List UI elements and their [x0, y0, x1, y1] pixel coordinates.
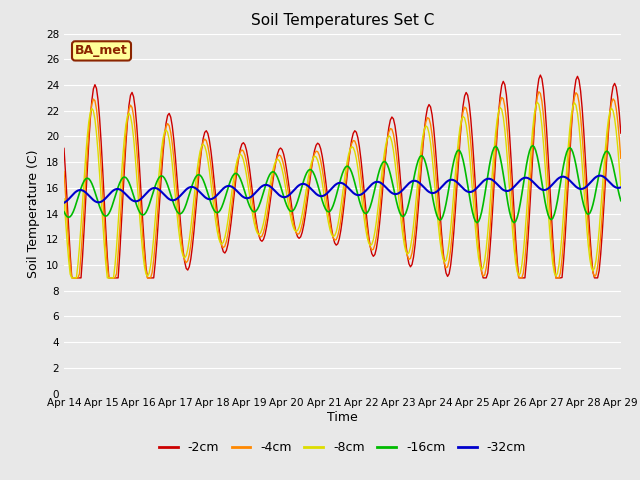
Text: BA_met: BA_met — [75, 44, 128, 58]
Legend: -2cm, -4cm, -8cm, -16cm, -32cm: -2cm, -4cm, -8cm, -16cm, -32cm — [154, 436, 531, 459]
X-axis label: Time: Time — [327, 411, 358, 424]
Title: Soil Temperatures Set C: Soil Temperatures Set C — [251, 13, 434, 28]
Y-axis label: Soil Temperature (C): Soil Temperature (C) — [28, 149, 40, 278]
